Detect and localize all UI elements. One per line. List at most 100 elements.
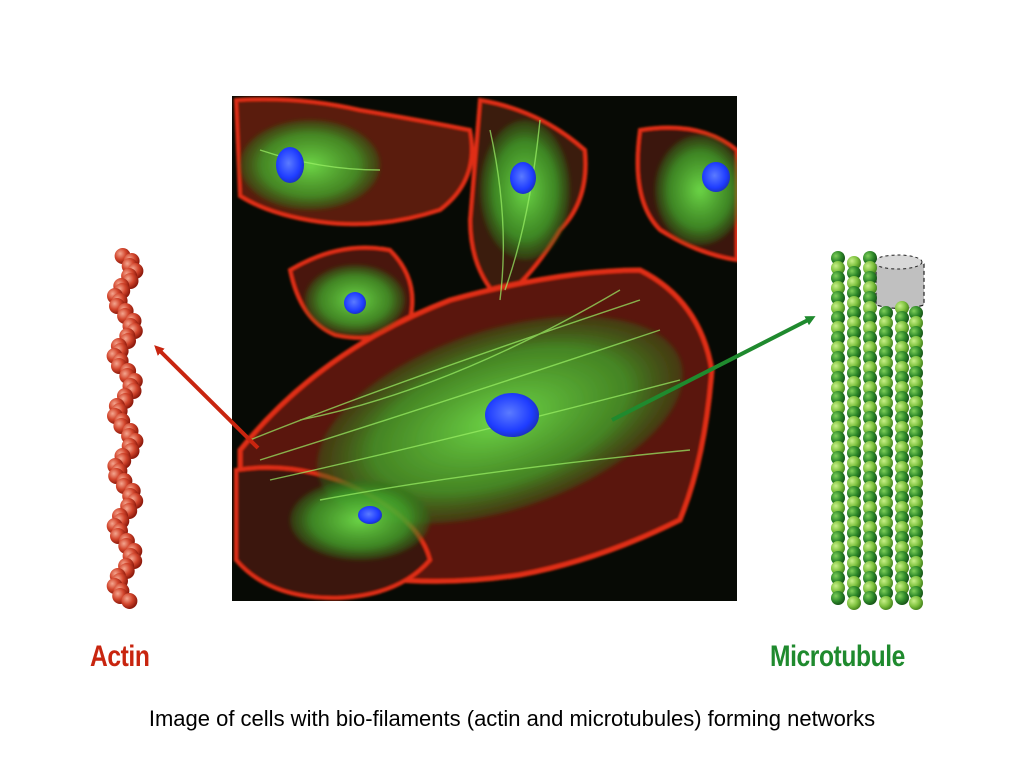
tubulin-bead <box>879 316 893 330</box>
tubulin-bead <box>831 351 845 365</box>
tubulin-bead <box>847 456 861 470</box>
tubulin-bead <box>909 316 923 330</box>
tubulin-bead <box>847 376 861 390</box>
tubulin-bead <box>847 576 861 590</box>
tubulin-bead <box>831 421 845 435</box>
tubulin-bead <box>863 471 877 485</box>
tubulin-bead <box>863 521 877 535</box>
tubulin-bead <box>847 406 861 420</box>
tubulin-bead <box>895 551 909 565</box>
tubulin-bead <box>909 526 923 540</box>
tubulin-bead <box>895 391 909 405</box>
tubulin-bead <box>863 561 877 575</box>
tubulin-bead <box>909 406 923 420</box>
tubulin-bead <box>879 346 893 360</box>
tubulin-bead <box>895 361 909 375</box>
tubulin-bead <box>831 521 845 535</box>
tubulin-bead <box>895 561 909 575</box>
tubulin-bead <box>895 421 909 435</box>
tubulin-bead <box>831 561 845 575</box>
tubulin-bead <box>895 491 909 505</box>
tubulin-bead <box>909 356 923 370</box>
tubulin-bead <box>847 336 861 350</box>
tubulin-bead <box>847 536 861 550</box>
tubulin-bead <box>831 501 845 515</box>
tubulin-bead <box>879 576 893 590</box>
caption: Image of cells with bio-filaments (actin… <box>148 706 876 731</box>
tubulin-bead <box>879 466 893 480</box>
tubulin-bead <box>831 581 845 595</box>
tubulin-bead <box>831 311 845 325</box>
tubulin-bead <box>879 326 893 340</box>
tubulin-bead <box>847 566 861 580</box>
tubulin-bead <box>847 586 861 600</box>
tubulin-bead <box>863 321 877 335</box>
tubulin-bead <box>847 276 861 290</box>
tubulin-bead <box>879 386 893 400</box>
tubulin-bead <box>831 471 845 485</box>
tubulin-bead <box>863 271 877 285</box>
tubulin-bead <box>831 531 845 545</box>
tubulin-bead <box>909 396 923 410</box>
tubulin-bead <box>863 301 877 315</box>
tubulin-bead <box>879 416 893 430</box>
tubulin-bead <box>895 531 909 545</box>
tubulin-bead <box>895 401 909 415</box>
tubulin-bead <box>831 481 845 495</box>
tubulin-bead <box>863 581 877 595</box>
tubulin-bead <box>831 461 845 475</box>
tubulin-bead <box>863 381 877 395</box>
tubulin-bead <box>895 501 909 515</box>
tubulin-bead <box>895 451 909 465</box>
tubulin-bead <box>879 476 893 490</box>
tubulin-bead <box>879 496 893 510</box>
tubulin-bead <box>895 381 909 395</box>
tubulin-bead <box>863 441 877 455</box>
tubulin-bead <box>895 321 909 335</box>
tubulin-bead <box>879 436 893 450</box>
tubulin-bead <box>863 451 877 465</box>
tubulin-bead <box>847 466 861 480</box>
tubulin-bead <box>895 521 909 535</box>
tubulin-bead <box>863 491 877 505</box>
tubulin-bead <box>909 336 923 350</box>
tubulin-bead <box>909 416 923 430</box>
tubulin-bead <box>909 326 923 340</box>
tubulin-bead <box>847 426 861 440</box>
tubulin-bead <box>879 356 893 370</box>
tubulin-bead <box>831 571 845 585</box>
tubulin-bead <box>831 441 845 455</box>
tubulin-bead <box>895 441 909 455</box>
tubulin-bead <box>847 396 861 410</box>
tubulin-bead <box>863 281 877 295</box>
tubulin-bead <box>863 341 877 355</box>
tubulin-bead <box>895 461 909 475</box>
tubulin-bead <box>847 486 861 500</box>
tubulin-bead <box>847 446 861 460</box>
tubulin-bead <box>895 411 909 425</box>
tubulin-bead <box>895 311 909 325</box>
nuclei <box>276 147 730 524</box>
microtubule-arrow <box>611 316 816 422</box>
microtubule-label: Microtubule <box>770 640 905 673</box>
tubulin-bead <box>909 486 923 500</box>
tubulin-bead <box>879 566 893 580</box>
tubulin-bead <box>895 541 909 555</box>
tubulin-bead <box>909 376 923 390</box>
tubulin-bead <box>863 571 877 585</box>
tubulin-bead <box>909 476 923 490</box>
tubulin-bead <box>863 291 877 305</box>
tubulin-bead <box>831 391 845 405</box>
tubulin-bead <box>847 256 861 270</box>
filament-strands <box>249 119 691 501</box>
tubulin-bead <box>863 371 877 385</box>
tubulin-bead <box>895 591 909 605</box>
tubulin-bead <box>909 366 923 380</box>
tubulin-bead <box>831 341 845 355</box>
tubulin-bead <box>847 346 861 360</box>
tubulin-bead <box>879 366 893 380</box>
tubulin-bead <box>863 391 877 405</box>
tubulin-bead <box>847 596 861 610</box>
tubulin-bead <box>909 466 923 480</box>
